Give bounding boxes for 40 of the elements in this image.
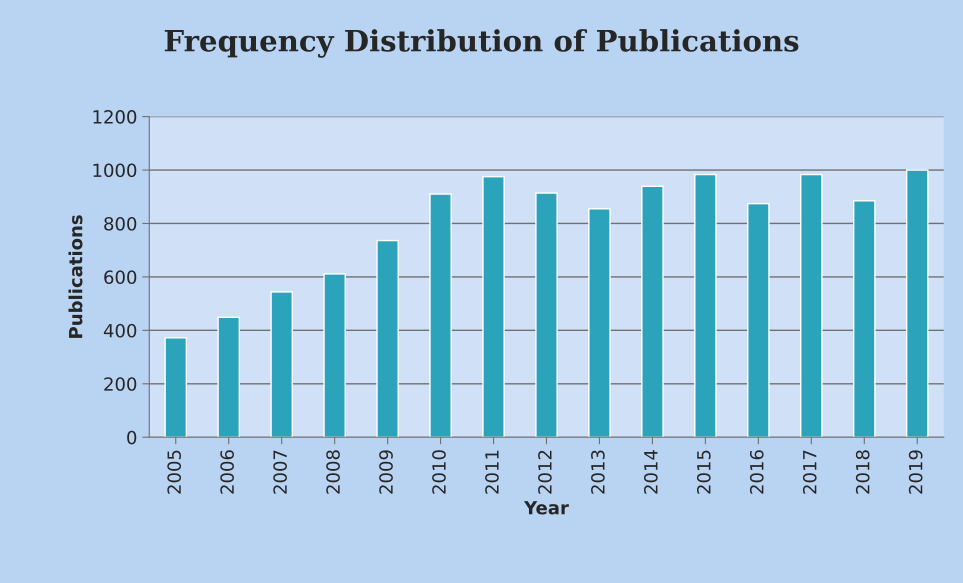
bar <box>535 192 558 438</box>
x-tick-label: 2005 <box>167 450 181 494</box>
bar <box>323 273 346 438</box>
x-tick-label: 2008 <box>326 450 340 494</box>
bar <box>694 174 717 438</box>
y-tick-label: 800 <box>104 216 136 231</box>
y-tick-label: 1000 <box>93 164 136 178</box>
y-tick-label: 600 <box>104 270 136 284</box>
y-tick-label: 400 <box>104 324 136 338</box>
bar <box>906 169 929 438</box>
bar <box>853 200 876 438</box>
y-tick-label: 1200 <box>93 110 136 124</box>
x-tick-label: 2010 <box>432 450 446 494</box>
y-tick-label: 200 <box>104 377 136 391</box>
x-tick-label: 2017 <box>802 450 817 494</box>
bar <box>588 208 611 438</box>
bar <box>429 193 452 438</box>
x-tick-label: 2007 <box>273 450 287 494</box>
bar <box>164 337 188 438</box>
bar <box>270 291 293 438</box>
x-tick-label: 2015 <box>696 450 711 494</box>
x-tick-label: 2006 <box>220 450 234 494</box>
bar <box>800 174 823 438</box>
x-tick-label: 2016 <box>750 450 764 494</box>
y-axis-title: Publications <box>68 215 82 338</box>
x-tick-label: 2018 <box>856 450 870 494</box>
bar <box>376 240 399 438</box>
x-tick-label: 2009 <box>379 450 393 494</box>
x-tick-label: 2014 <box>644 450 658 494</box>
x-tick-label: 2012 <box>538 450 552 494</box>
bar <box>747 203 770 438</box>
y-tick-label: 0 <box>127 430 136 444</box>
bar <box>217 316 240 438</box>
x-tick-label: 2011 <box>485 450 499 494</box>
bar <box>482 176 505 438</box>
bar <box>641 186 664 438</box>
x-tick-label: 2019 <box>908 450 922 494</box>
chart-title: Frequency Distribution of Publications <box>164 29 798 58</box>
x-axis-title: Year <box>524 501 569 515</box>
x-tick-label: 2013 <box>591 450 605 494</box>
